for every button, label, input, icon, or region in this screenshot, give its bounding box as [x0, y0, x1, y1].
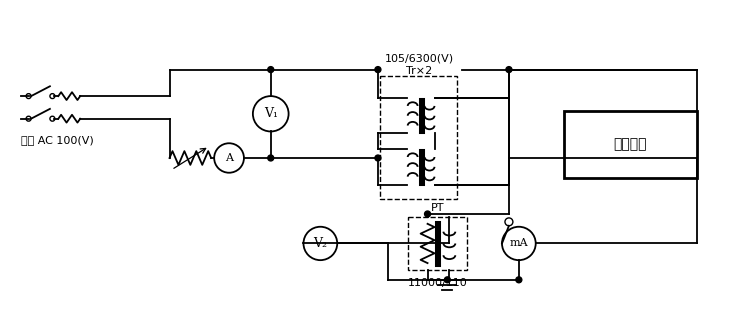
Bar: [380, 77, 457, 199]
Circle shape: [375, 67, 381, 72]
Text: 105/6300(V): 105/6300(V): [385, 54, 454, 64]
Circle shape: [375, 155, 381, 161]
Circle shape: [268, 155, 273, 161]
Text: V₁: V₁: [264, 107, 278, 120]
Text: Tr×2: Tr×2: [406, 66, 433, 76]
Text: PT: PT: [431, 203, 444, 213]
Bar: [564, 111, 698, 178]
Text: 피시험기: 피시험기: [614, 137, 648, 151]
Circle shape: [268, 67, 273, 72]
Text: V₂: V₂: [313, 237, 327, 250]
Text: 전원 AC 100(V): 전원 AC 100(V): [21, 135, 93, 145]
Bar: [408, 217, 467, 270]
Text: 11000/110: 11000/110: [408, 278, 467, 288]
Text: mA: mA: [509, 238, 528, 249]
Circle shape: [516, 277, 522, 283]
Text: A: A: [225, 153, 233, 163]
Circle shape: [445, 277, 451, 283]
Circle shape: [506, 67, 512, 72]
Circle shape: [425, 211, 431, 217]
